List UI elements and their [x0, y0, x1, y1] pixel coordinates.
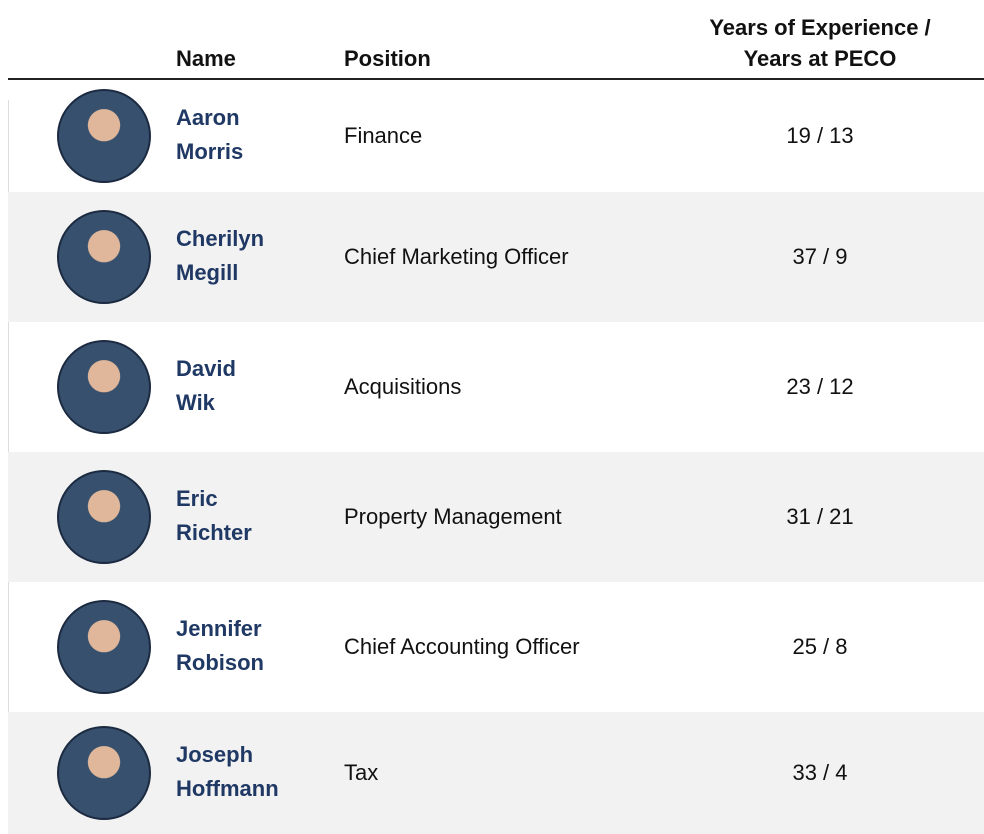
header-position: Position: [344, 46, 431, 71]
table-row: [8, 712, 984, 834]
table-row: [8, 452, 984, 582]
position: Property Management: [344, 504, 562, 529]
years: 33 / 4: [792, 760, 848, 785]
first-name: Jennifer: [176, 616, 262, 641]
years: 31 / 21: [786, 504, 854, 529]
first-name: David: [176, 356, 236, 381]
first-name: Joseph: [176, 742, 254, 767]
portrait: [57, 340, 151, 434]
position: Chief Accounting Officer: [344, 634, 580, 659]
last-name: Richter: [176, 520, 252, 545]
portrait: [57, 89, 151, 183]
first-name: Eric: [176, 486, 218, 511]
position: Finance: [344, 123, 423, 148]
portrait: [57, 470, 151, 564]
last-name: Megill: [176, 260, 239, 285]
last-name: Wik: [176, 390, 215, 415]
years: 25 / 8: [792, 634, 848, 659]
last-name: Morris: [176, 139, 244, 164]
position: Acquisitions: [344, 374, 462, 399]
portrait: [57, 210, 151, 304]
last-name: Robison: [176, 650, 264, 675]
header-name: Name: [176, 46, 236, 71]
years: 19 / 13: [786, 123, 854, 148]
years: 23 / 12: [786, 374, 854, 399]
position: Chief Marketing Officer: [344, 244, 569, 269]
table-row: [8, 192, 984, 322]
years: 37 / 9: [792, 244, 848, 269]
header-rule: [8, 78, 984, 80]
portrait: [57, 726, 151, 820]
portrait: [57, 600, 151, 694]
header-years: Years at PECO: [743, 46, 897, 71]
position: Tax: [344, 760, 379, 785]
last-name: Hoffmann: [176, 776, 279, 801]
first-name: Cherilyn: [176, 226, 265, 251]
first-name: Aaron: [176, 105, 240, 130]
header-years: Years of Experience /: [709, 15, 931, 40]
